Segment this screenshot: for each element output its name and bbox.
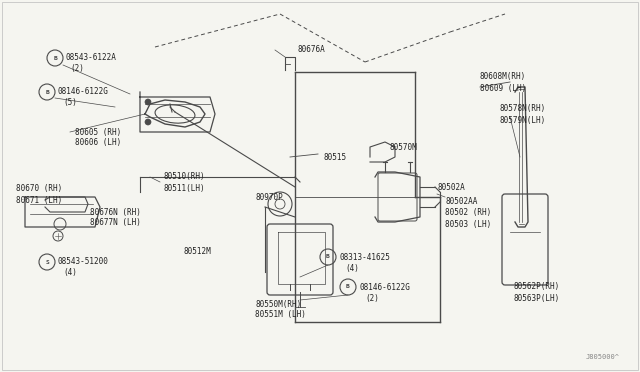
Text: (4): (4) (63, 269, 77, 278)
Text: 80551M (LH): 80551M (LH) (255, 311, 306, 320)
Text: 80570M: 80570M (390, 142, 418, 151)
Text: 80515: 80515 (323, 153, 346, 161)
Text: B: B (346, 285, 350, 289)
Text: 80970P: 80970P (256, 192, 284, 202)
Text: J805000^: J805000^ (586, 354, 620, 360)
Text: (5): (5) (63, 99, 77, 108)
Text: 80608M(RH): 80608M(RH) (480, 73, 526, 81)
Text: 80503 (LH): 80503 (LH) (445, 219, 492, 228)
Text: 80578N(RH): 80578N(RH) (500, 105, 547, 113)
Text: (2): (2) (70, 64, 84, 74)
Text: 80579N(LH): 80579N(LH) (500, 115, 547, 125)
Text: B: B (45, 90, 49, 94)
Text: 80670 (RH): 80670 (RH) (16, 185, 62, 193)
Circle shape (145, 119, 151, 125)
Text: 80562P(RH): 80562P(RH) (513, 282, 559, 292)
Circle shape (145, 99, 151, 105)
Text: 80609 (LH): 80609 (LH) (480, 83, 526, 93)
Text: 80511(LH): 80511(LH) (164, 183, 205, 192)
Text: 80677N (LH): 80677N (LH) (90, 218, 141, 228)
Text: (4): (4) (345, 263, 359, 273)
Text: B: B (326, 254, 330, 260)
Text: 80502AA: 80502AA (445, 198, 477, 206)
Text: 80502 (RH): 80502 (RH) (445, 208, 492, 218)
Text: 80676N (RH): 80676N (RH) (90, 208, 141, 217)
Text: (2): (2) (365, 294, 379, 302)
Text: 08146-6122G: 08146-6122G (58, 87, 109, 96)
Text: 80502A: 80502A (437, 183, 465, 192)
Text: 80606 (LH): 80606 (LH) (75, 138, 121, 148)
Text: 08146-6122G: 08146-6122G (360, 282, 411, 292)
Text: 08543-51200: 08543-51200 (58, 257, 109, 266)
Text: 80563P(LH): 80563P(LH) (513, 294, 559, 302)
Text: 80510(RH): 80510(RH) (164, 173, 205, 182)
Text: 08313-41625: 08313-41625 (340, 253, 391, 262)
Text: B: B (53, 55, 57, 61)
Text: 80550M(RH): 80550M(RH) (255, 299, 301, 308)
Text: S: S (45, 260, 49, 264)
Text: 80671 (LH): 80671 (LH) (16, 196, 62, 205)
Text: 08543-6122A: 08543-6122A (66, 54, 117, 62)
Text: 80676A: 80676A (298, 45, 326, 55)
Text: 80605 (RH): 80605 (RH) (75, 128, 121, 137)
Text: 80512M: 80512M (183, 247, 211, 257)
